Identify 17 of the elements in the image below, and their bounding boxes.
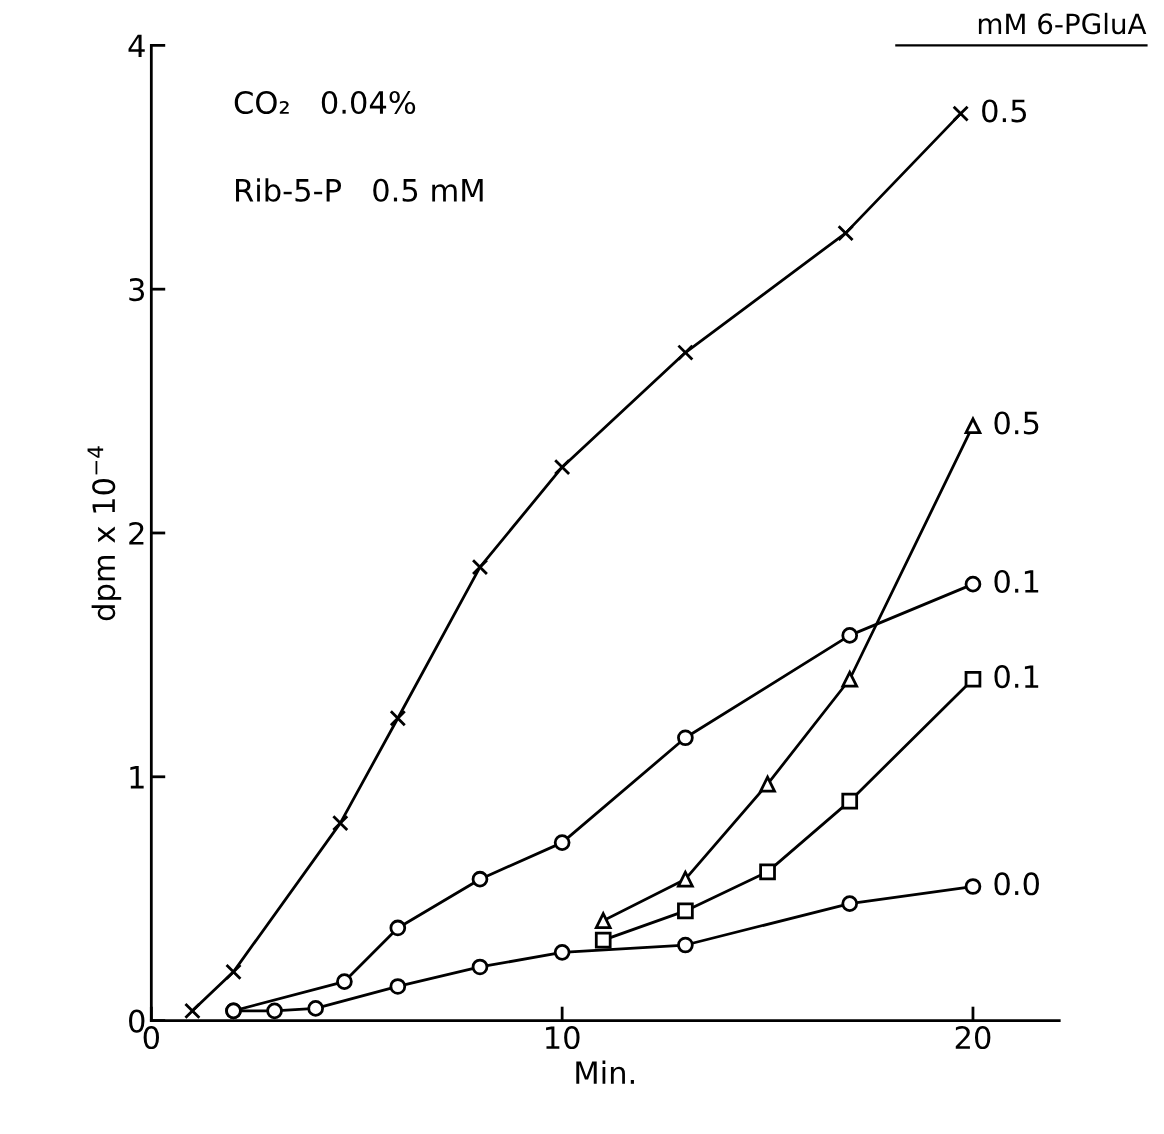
y-tick-label: 1	[130, 766, 144, 789]
legend-title: mM 6-PGluA	[978, 12, 1147, 35]
series-label: 0.1	[994, 569, 1039, 594]
series-label: 0.0	[994, 872, 1039, 896]
y-tick-label: 4	[128, 34, 145, 57]
y-tick-label: 2	[129, 521, 144, 545]
y-axis-title: dpm x 10$^{−4}$	[87, 446, 122, 621]
annotation: CO₂ 0.04%	[234, 90, 416, 115]
x-tick-label: 10	[546, 1026, 580, 1050]
series-label: 0.1	[994, 665, 1039, 689]
y-tick-label: 3	[129, 278, 145, 302]
annotation: Rib-5-P 0.5 mM	[236, 178, 483, 202]
series-label: 0.5	[994, 411, 1039, 435]
y-tick-label: 0	[129, 1009, 145, 1033]
x-tick-label: 20	[955, 1026, 991, 1050]
x-axis-title: Min.	[576, 1060, 634, 1084]
series-label: 0.5	[982, 99, 1027, 123]
